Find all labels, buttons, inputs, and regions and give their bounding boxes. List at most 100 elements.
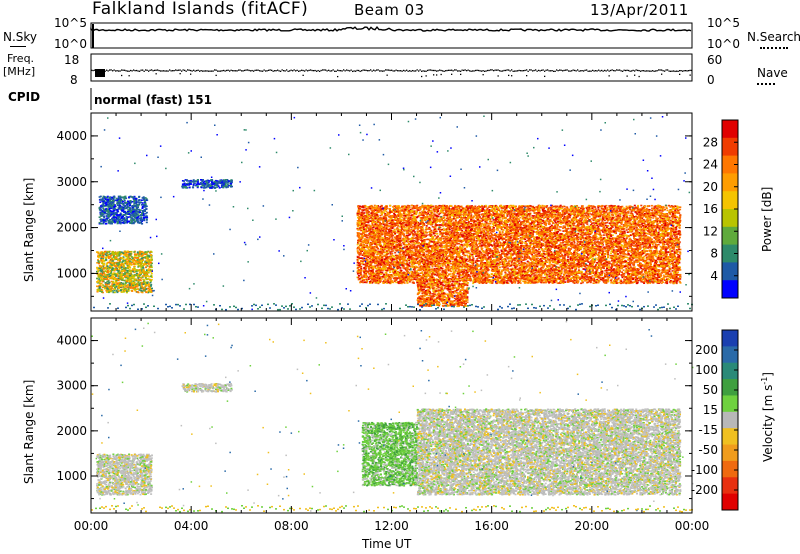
freq-dot (181, 71, 182, 72)
freq-dot (522, 70, 523, 71)
freq-dot (450, 70, 451, 71)
freq-dot (691, 70, 692, 71)
freq-dot (543, 69, 544, 70)
freq-dot (570, 71, 571, 72)
freq-dot (189, 70, 190, 71)
freq-dot (228, 70, 229, 71)
freq-dot (348, 70, 349, 71)
nave-dot (433, 74, 434, 75)
freq-dot (271, 70, 272, 71)
freq-dot (259, 70, 260, 71)
freq-dot (670, 71, 671, 72)
freq-dot (93, 70, 94, 71)
freq-dot (441, 70, 442, 71)
freq-dot (249, 70, 250, 71)
freq-dot (493, 70, 494, 71)
freq-dot (591, 71, 592, 72)
freq-dot (654, 71, 655, 72)
freq-dot (390, 70, 391, 71)
freq-dot (504, 70, 505, 71)
freq-dot (222, 70, 223, 71)
freq-dot (196, 70, 197, 71)
nave-dot (498, 75, 499, 76)
freq-dot (447, 70, 448, 71)
freq-dot (640, 71, 641, 72)
freq-dot (544, 71, 545, 72)
freq-dot (330, 70, 331, 71)
freq-dot (660, 69, 661, 70)
freq-dot (388, 69, 389, 70)
freq-dot (658, 69, 659, 70)
freq-dot (685, 70, 686, 71)
freq-dot (417, 69, 418, 70)
freq-dot (430, 69, 431, 70)
freq-dot (112, 70, 113, 71)
freq-dot (265, 70, 266, 71)
freq-dot (621, 70, 622, 71)
freq-dot (594, 70, 595, 71)
freq-dot (589, 70, 590, 71)
freq-dot (414, 70, 415, 71)
freq-dot (445, 70, 446, 71)
freq-dot (258, 70, 259, 71)
freq-dot (372, 70, 373, 71)
freq-dot (474, 70, 475, 71)
freq-dot (172, 70, 173, 71)
nave-dot (609, 75, 610, 76)
freq-dot (324, 69, 325, 70)
freq-dot (286, 69, 287, 70)
freq-dots (91, 69, 692, 77)
freq-dot (229, 70, 230, 71)
freq-dot (561, 70, 562, 71)
freq-dot (244, 70, 245, 71)
freq-dot (243, 70, 244, 71)
freq-dot (247, 69, 248, 70)
freq-dot (535, 69, 536, 70)
freq-dot (436, 70, 437, 71)
freq-dot (597, 70, 598, 71)
freq-dot (429, 69, 430, 70)
freq-dot (321, 70, 322, 71)
nsky-panel-frame (91, 23, 692, 48)
freq-dot (303, 70, 304, 71)
freq-dot (576, 70, 577, 71)
range-cell (108, 280, 110, 282)
freq-dot (241, 70, 242, 71)
freq-dot (619, 69, 620, 70)
freq-dot (207, 70, 208, 71)
freq-dot (553, 71, 554, 72)
freq-dot (225, 70, 226, 71)
freq-dot (289, 70, 290, 71)
freq-dot (490, 69, 491, 70)
freq-dot (135, 70, 136, 71)
freq-dot (309, 70, 310, 71)
freq-dot (339, 70, 340, 71)
freq-dot (316, 71, 317, 72)
nave-dot (526, 75, 527, 76)
freq-dot (337, 70, 338, 71)
freq-dot (138, 70, 139, 71)
freq-dot (382, 71, 383, 72)
freq-dot (210, 71, 211, 72)
freq-dot (642, 70, 643, 71)
freq-dot (283, 70, 284, 71)
freq-dot (396, 70, 397, 71)
freq-dot (552, 70, 553, 71)
freq-dot (150, 70, 151, 71)
nave-dot (483, 74, 484, 75)
freq-dot (633, 70, 634, 71)
freq-dot (399, 70, 400, 71)
freq-dot (666, 69, 667, 70)
freq-dot (550, 70, 551, 71)
radar-chart: 1000200030004000100020003000400000:00 04:… (0, 0, 800, 554)
freq-dot (645, 70, 646, 71)
freq-dot (639, 70, 640, 71)
freq-dot (126, 70, 127, 71)
freq-dot (465, 69, 466, 70)
freq-dot (510, 70, 511, 71)
freq-dot (250, 70, 251, 71)
freq-dot (588, 71, 589, 72)
freq-dot (433, 70, 434, 71)
freq-dot (366, 70, 367, 71)
freq-dot (513, 71, 514, 72)
